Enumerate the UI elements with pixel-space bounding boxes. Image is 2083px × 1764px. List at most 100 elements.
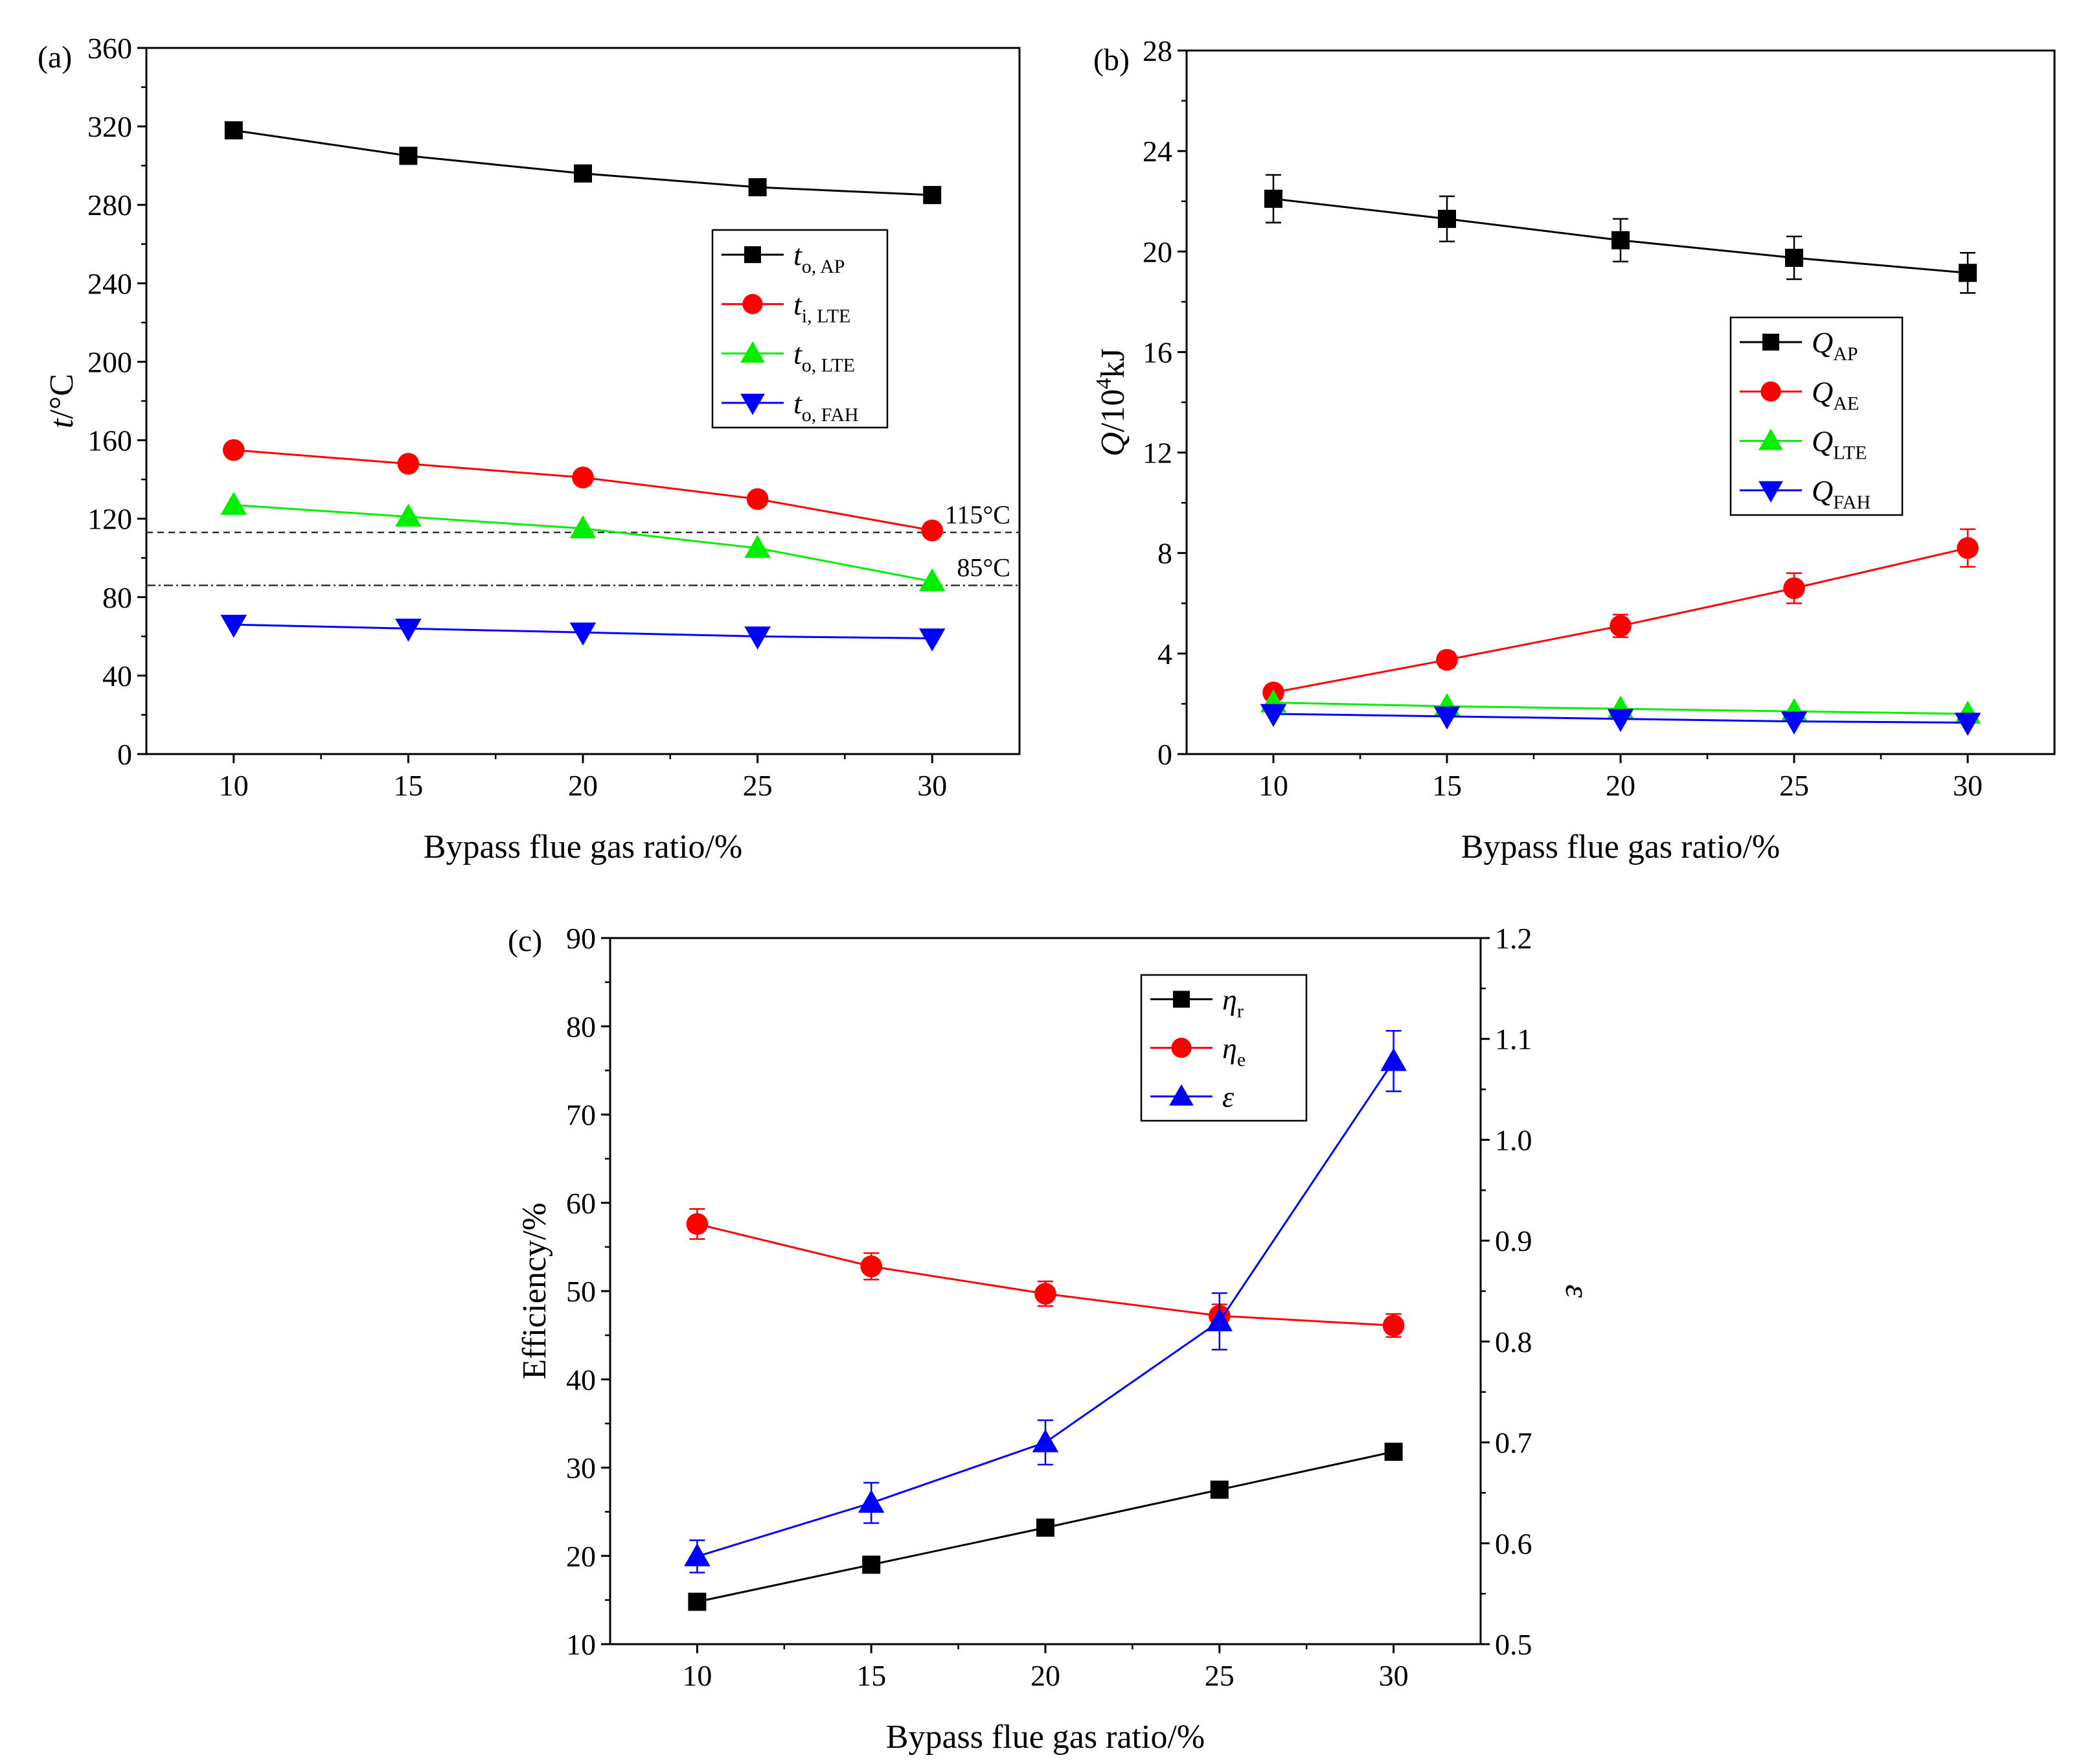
data-point [220, 614, 247, 638]
data-point [1433, 706, 1461, 730]
data-point [1382, 1314, 1405, 1336]
y-right-tick-label: 0.6 [1495, 1527, 1532, 1560]
data-point [223, 439, 245, 461]
x-tick-label: 30 [1379, 1659, 1409, 1692]
legend-marker [1759, 481, 1783, 503]
data-point [1959, 264, 1977, 282]
data-point [744, 534, 771, 558]
series-line [696, 1060, 1394, 1557]
y-tick-label: 20 [566, 1540, 596, 1573]
data-point [569, 515, 597, 539]
data-point [1954, 713, 1981, 736]
legend-marker [1759, 428, 1783, 450]
data-point [684, 1543, 711, 1566]
legend-symbol: η [1222, 1032, 1237, 1065]
y-tick-label: 28 [1143, 34, 1172, 67]
legend-subscript: r [1237, 1001, 1244, 1022]
x-axis-title: Bypass flue gas ratio/% [1461, 829, 1780, 865]
series-e [686, 1208, 1405, 1338]
data-point [1260, 704, 1287, 727]
legend-entry: to, AP [793, 238, 845, 277]
series-o-fah [220, 614, 946, 652]
y-right-tick-label: 1.2 [1495, 922, 1532, 955]
y-tick-label: 4 [1157, 637, 1172, 670]
series-ae [1262, 528, 1979, 704]
legend-symbol: t [793, 338, 802, 371]
panel-label: (b) [1093, 43, 1130, 77]
series-fah [1260, 704, 1981, 736]
data-point [1210, 1480, 1229, 1499]
x-tick-label: 20 [1606, 769, 1635, 802]
data-point [1610, 615, 1632, 637]
legend-marker [742, 293, 763, 314]
data-point [395, 503, 422, 527]
y-tick-label: 160 [87, 424, 132, 457]
data-point [923, 186, 942, 205]
x-tick-label: 15 [1432, 769, 1462, 802]
y-right-tick-label: 0.9 [1495, 1224, 1532, 1257]
panel-c-chart: 10 15 20 25 30 10 20 30 40 50 60 70 80 90 0.5 0.6 0.7 0.8… [508, 922, 1595, 1756]
series-line [233, 129, 933, 196]
y-tick-label: 10 [566, 1628, 596, 1661]
x-tick-label: 15 [393, 769, 423, 802]
legend-subscript: AE [1833, 393, 1859, 414]
data-point [918, 568, 946, 591]
data-point [862, 1555, 881, 1574]
data-point [224, 121, 243, 140]
y-tick-label: 0 [117, 738, 132, 771]
data-point [1781, 711, 1808, 735]
y-tick-label: 40 [566, 1363, 596, 1396]
data-point [1436, 648, 1458, 671]
data-point [1785, 248, 1803, 267]
x-tick-label: 25 [1779, 769, 1809, 802]
y-axis-symbol: Q [1095, 432, 1132, 457]
data-point [918, 628, 946, 652]
series-ap [1264, 174, 1977, 294]
plot-frame [1185, 49, 2056, 755]
legend-entry: ti, LTE [793, 288, 850, 326]
y-tick-label: 70 [566, 1099, 596, 1132]
data-point [569, 623, 597, 646]
data-point [921, 520, 943, 542]
y-right-tick-label: 1.1 [1495, 1023, 1532, 1056]
panel-a-chart: 10 15 20 25 30 0 40 80 120 160 200 240 280 320 360 115°… [38, 32, 1021, 865]
data-point [1611, 231, 1630, 249]
y-tick-label: 240 [87, 267, 132, 300]
data-point [1957, 537, 1979, 559]
legend-symbol: ε [1222, 1081, 1235, 1114]
data-point [1264, 189, 1282, 208]
legend-entry: QLTE [1812, 425, 1867, 464]
y-axis-title: t/°C [43, 374, 80, 428]
y-tick-label: 90 [566, 922, 596, 955]
panel-label: (c) [508, 924, 542, 958]
y-axis-title-left: Efficiency/% [516, 1202, 553, 1379]
legend-subscript: o, AP [802, 256, 845, 277]
legend-marker [744, 246, 761, 264]
panel-b-chart: 10 15 20 25 300481216202428QAPQAEQLTEQFAH(b)… [1092, 34, 2056, 865]
y-axis-unit: /°C [43, 374, 80, 419]
legend-symbol: Q [1812, 474, 1833, 507]
series-o-lte [220, 492, 946, 591]
y-tick-label: 40 [102, 659, 132, 693]
legend-symbol: Q [1812, 326, 1833, 359]
legend-marker [740, 341, 765, 363]
legend-marker [1169, 1084, 1194, 1106]
series-o-ap [224, 121, 942, 205]
legend-marker [1171, 1037, 1192, 1059]
y-tick-label: 120 [87, 503, 132, 536]
legend-symbol: Q [1812, 375, 1833, 408]
y-tick-label: 360 [87, 32, 132, 65]
series-r [688, 1442, 1403, 1611]
y-tick-label: 320 [87, 110, 132, 143]
legend-subscript: AP [1833, 343, 1858, 365]
y-tick-label: 280 [87, 189, 132, 222]
data-point [746, 488, 769, 510]
y-axis-title: Q/104kJ [1092, 348, 1132, 456]
data-point [574, 164, 592, 183]
y-right-tick-label: 0.5 [1495, 1628, 1532, 1661]
legend-subscript: LTE [1833, 442, 1867, 464]
y-tick-label: 80 [566, 1010, 596, 1043]
y-tick-label: 16 [1143, 336, 1172, 369]
